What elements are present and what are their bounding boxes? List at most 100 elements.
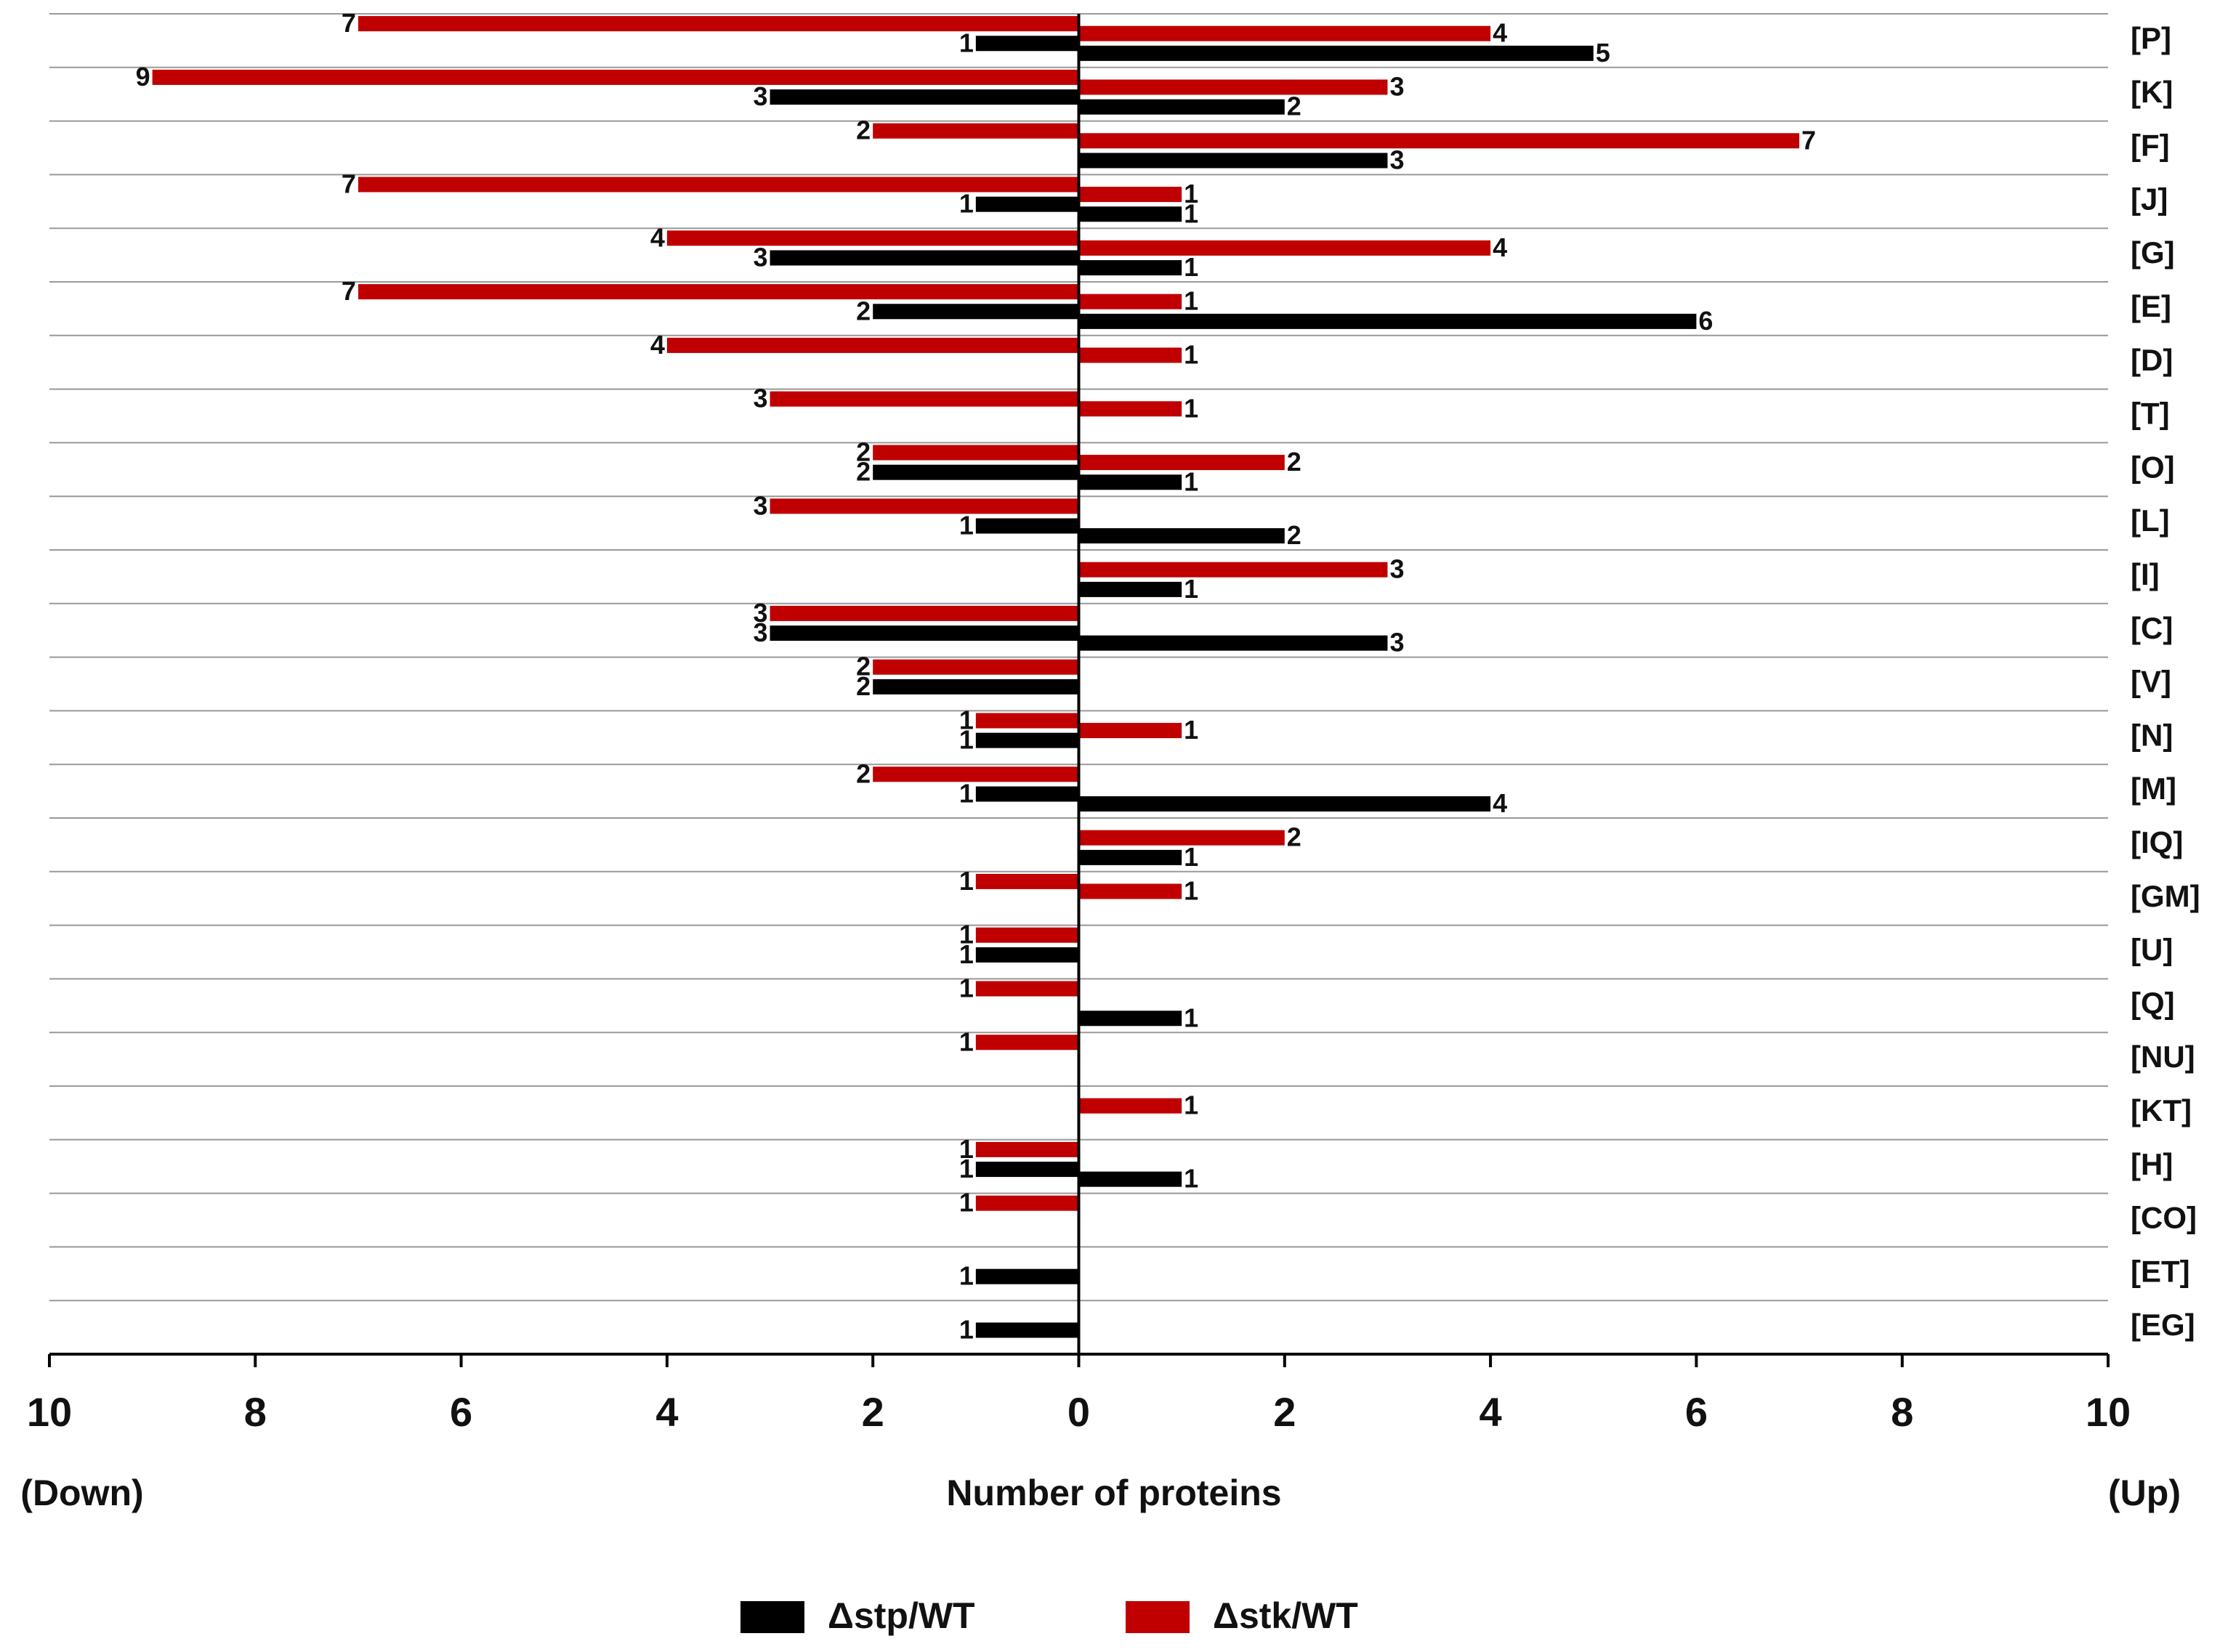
bar (1078, 455, 1285, 471)
category-label: [V] (2131, 665, 2171, 699)
value-label: 7 (342, 8, 356, 38)
legend-label: Δstk/WT (1213, 1595, 1358, 1636)
bar (975, 1162, 1079, 1178)
value-label: 1 (1184, 393, 1198, 423)
value-label: 3 (754, 490, 768, 520)
bar (666, 230, 1079, 246)
value-label: 2 (856, 437, 871, 467)
bar (975, 1141, 1079, 1157)
bar (873, 445, 1079, 461)
x-tick-label: 6 (1685, 1389, 1708, 1435)
bar (873, 766, 1079, 782)
value-label: 2 (1287, 520, 1301, 550)
x-tick-label: 0 (1067, 1389, 1090, 1435)
value-label: 1 (959, 1188, 974, 1218)
bar (666, 337, 1079, 353)
x-tick-label: 8 (1891, 1389, 1913, 1435)
category-label: [K] (2131, 75, 2173, 109)
value-label: 2 (856, 296, 871, 325)
value-label: 1 (959, 1154, 974, 1183)
value-label: 1 (1184, 876, 1198, 906)
value-label: 1 (1184, 1090, 1198, 1120)
bar (975, 713, 1079, 729)
bar (975, 947, 1079, 963)
category-label: [C] (2131, 611, 2173, 645)
bar (1078, 99, 1285, 115)
bar (1078, 1098, 1182, 1114)
value-label: 5 (1596, 38, 1610, 68)
value-label: 1 (1184, 715, 1198, 745)
x-tick-label: 8 (244, 1389, 267, 1435)
category-label: [P] (2131, 21, 2171, 55)
bar (1078, 401, 1182, 417)
value-label: 3 (754, 81, 768, 111)
bar (1078, 133, 1800, 149)
bar (770, 498, 1079, 514)
category-label: [H] (2131, 1147, 2173, 1181)
value-label: 1 (1184, 252, 1198, 282)
x-axis-label: Number of proteins (946, 1473, 1281, 1513)
bar (1078, 474, 1182, 490)
bar (1078, 79, 1388, 95)
value-label: 1 (1184, 1003, 1198, 1032)
bar (1078, 723, 1182, 739)
bar (1078, 581, 1182, 597)
value-label: 6 (1698, 306, 1713, 336)
value-label: 2 (1287, 822, 1301, 852)
value-label: 7 (342, 276, 356, 306)
bar (873, 304, 1079, 320)
bar (1078, 562, 1388, 578)
bar (1078, 1171, 1182, 1187)
value-label: 1 (959, 920, 974, 950)
category-label: [IQ] (2131, 825, 2183, 859)
legend-swatch (1126, 1601, 1190, 1633)
category-label: [L] (2131, 503, 2170, 538)
bar (975, 196, 1079, 212)
bar (975, 786, 1079, 802)
category-label: [N] (2131, 718, 2173, 752)
value-label: 4 (1493, 232, 1507, 262)
bar (1078, 187, 1182, 203)
value-label: 2 (1287, 92, 1301, 121)
bar (770, 625, 1079, 641)
category-label: [NU] (2131, 1040, 2195, 1074)
bar (1078, 883, 1182, 899)
category-label: [CO] (2131, 1201, 2197, 1235)
value-label: 1 (959, 1134, 974, 1164)
bar (975, 732, 1079, 748)
category-label: [M] (2131, 772, 2176, 806)
value-label: 4 (1493, 788, 1507, 818)
annotation: (Up) (2108, 1473, 2181, 1513)
value-label: 1 (959, 973, 974, 1003)
category-label: [Q] (2131, 986, 2175, 1020)
bar (1078, 830, 1285, 846)
bar (1078, 153, 1388, 169)
bar (1078, 25, 1491, 41)
value-label: 3 (1389, 554, 1404, 584)
bar (1078, 528, 1285, 544)
category-label: [J] (2131, 182, 2168, 216)
bar (358, 16, 1079, 32)
bar (1078, 1011, 1182, 1027)
value-label: 1 (959, 778, 974, 808)
category-label: [I] (2131, 557, 2160, 591)
value-label: 1 (959, 1027, 974, 1056)
x-tick-label: 4 (655, 1389, 678, 1435)
value-label: 2 (1287, 447, 1301, 477)
x-tick-label: 10 (2086, 1389, 2131, 1435)
value-label: 1 (959, 866, 974, 896)
category-label: [T] (2131, 397, 2170, 431)
category-label: [D] (2131, 343, 2173, 377)
x-tick-label: 2 (1273, 1389, 1296, 1435)
value-label: 7 (342, 169, 356, 199)
value-label: 1 (1184, 466, 1198, 496)
value-label: 3 (754, 384, 768, 413)
category-label: [E] (2131, 289, 2171, 323)
bar (358, 284, 1079, 300)
bar (975, 981, 1079, 997)
bar (975, 873, 1079, 889)
value-label: 1 (1184, 574, 1198, 604)
value-label: 2 (856, 652, 871, 681)
bar (975, 1034, 1079, 1050)
